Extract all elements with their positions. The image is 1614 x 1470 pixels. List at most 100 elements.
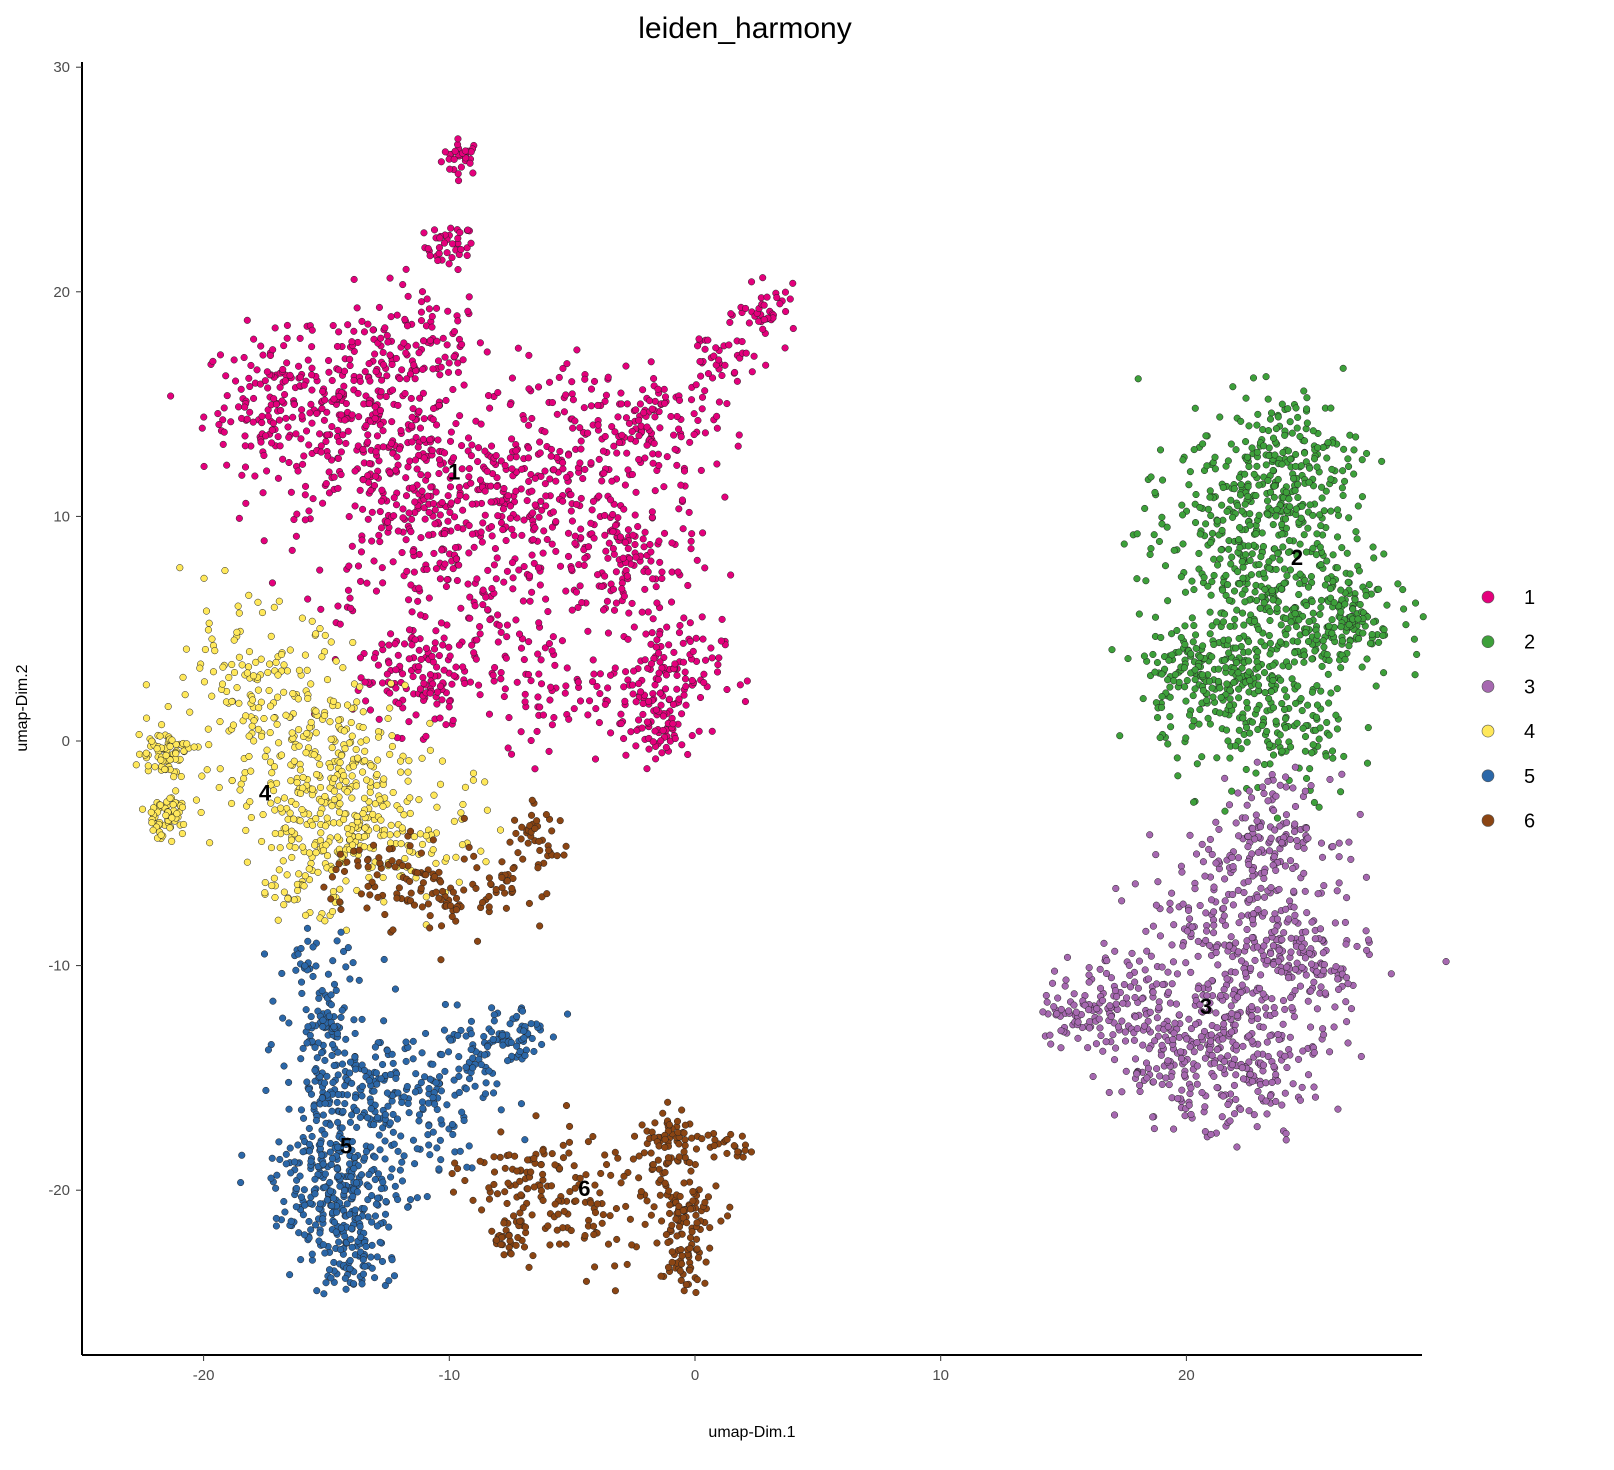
data-point [521,690,529,698]
data-point [1236,580,1244,588]
data-point [639,710,647,718]
data-point [379,427,387,435]
data-point [1335,985,1343,994]
data-point [1278,520,1286,528]
data-point [1198,753,1206,761]
data-point [1121,1037,1130,1045]
data-point [535,513,543,521]
data-point [1248,444,1256,452]
data-point [317,448,325,456]
data-point [1212,818,1220,826]
data-point [1283,819,1291,827]
data-point [204,725,212,733]
data-point [449,716,457,724]
data-point [1235,634,1243,642]
data-point [373,1080,381,1088]
data-point [301,516,309,524]
data-point [539,711,547,719]
data-point [1315,803,1323,811]
data-point [1216,684,1224,692]
data-point [488,532,496,540]
data-point [274,433,282,441]
data-point [451,544,459,552]
data-point [1191,685,1199,693]
data-point [301,651,309,659]
cluster-2-points [1108,364,1427,822]
data-point [477,528,485,536]
data-point [454,523,462,532]
data-point [1260,942,1268,950]
data-point [484,566,492,574]
data-point [1278,1101,1286,1109]
data-point [1269,521,1277,529]
data-point [1190,586,1198,594]
data-point [1218,501,1226,509]
data-point [1310,1049,1318,1057]
data-point [1193,1080,1201,1088]
data-point [1183,927,1191,935]
data-point [467,452,475,460]
data-point [673,671,681,679]
data-point [1158,693,1166,701]
data-point [1234,993,1242,1001]
data-point [398,366,406,374]
data-point [340,367,349,375]
data-point [234,602,242,610]
data-point [132,761,140,769]
data-point [528,551,536,559]
data-point [276,844,284,852]
data-point [661,685,670,693]
data-point [1256,604,1264,612]
data-point [337,1013,345,1021]
data-point [652,583,660,591]
data-point [1170,1125,1178,1133]
data-point [1116,732,1124,740]
data-point [1272,1071,1280,1079]
data-point [304,356,312,364]
data-point [476,623,484,631]
data-point [1199,440,1207,448]
data-point [430,404,438,413]
data-point [1207,591,1215,599]
data-point [254,686,262,694]
data-point [415,662,423,671]
data-point [1278,400,1286,408]
data-point [1304,997,1312,1005]
data-point [1221,875,1229,883]
data-point [1362,873,1370,881]
data-point [1267,950,1275,958]
data-point [656,558,664,566]
data-point [324,970,332,978]
data-point [270,603,278,611]
data-point [665,695,673,703]
data-point [1318,853,1327,861]
data-point [1130,1036,1138,1044]
data-point [465,522,473,530]
data-point [1290,887,1298,895]
data-point [661,399,669,407]
data-point [388,418,396,426]
data-point [1298,943,1306,951]
data-point [1108,646,1116,654]
data-point [287,777,295,785]
data-point [1216,555,1224,563]
data-point [463,251,471,260]
data-point [1253,943,1261,951]
data-point [235,699,243,707]
data-point [383,332,391,340]
data-point [334,833,342,841]
data-point [555,373,563,382]
data-point [679,525,687,533]
data-point [632,698,640,706]
data-point [598,477,606,485]
data-point [323,408,331,416]
data-point [379,802,387,810]
data-point [438,546,446,554]
data-point [347,604,355,612]
data-point [623,400,631,408]
data-point [270,787,278,795]
data-point [620,734,628,743]
data-point [330,795,338,804]
data-point [426,689,434,697]
data-point [254,598,262,606]
